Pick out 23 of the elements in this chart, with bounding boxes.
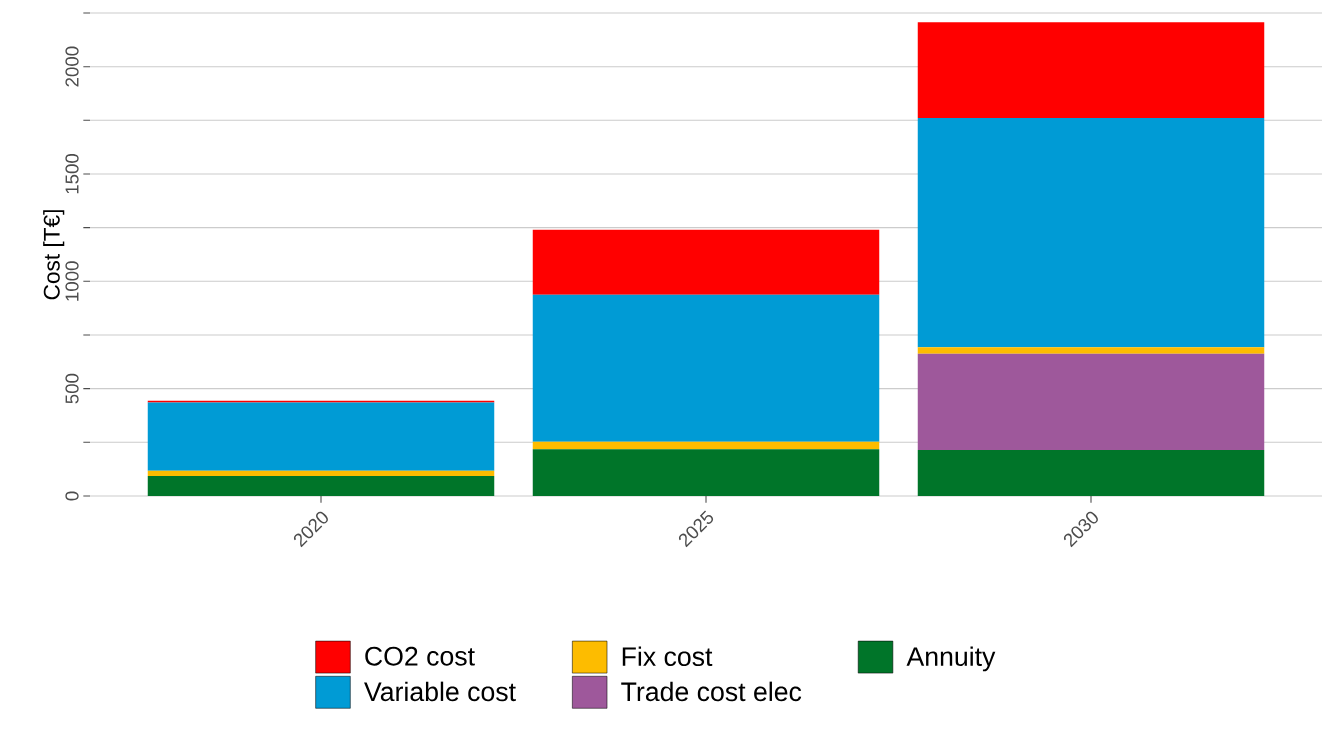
y-tick-label: 1500 [65, 153, 79, 194]
legend-label: Variable cost [364, 681, 516, 702]
legend-label: Annuity [906, 646, 996, 672]
bar [532, 294, 880, 442]
bar [532, 449, 880, 496]
bar [532, 441, 880, 450]
bar [147, 476, 495, 496]
bar [917, 22, 1265, 118]
bar [917, 117, 1265, 348]
y-tick-label: 0 [65, 491, 79, 501]
y-tick-label: 500 [65, 373, 79, 404]
bar [532, 229, 880, 295]
legend-label: Fix cost [622, 646, 713, 667]
y-tick-label: 1000 [65, 261, 79, 301]
legend-label: Trade cost elec [621, 681, 802, 702]
legend-label: CO2 cost [365, 646, 475, 666]
y-axis-title: Cost [T€] [43, 210, 65, 300]
bar [917, 450, 1265, 496]
bar [917, 347, 1265, 354]
y-tick-label: 2000 [65, 46, 79, 87]
bar [917, 353, 1265, 451]
bar [147, 402, 495, 471]
bar [147, 470, 495, 477]
